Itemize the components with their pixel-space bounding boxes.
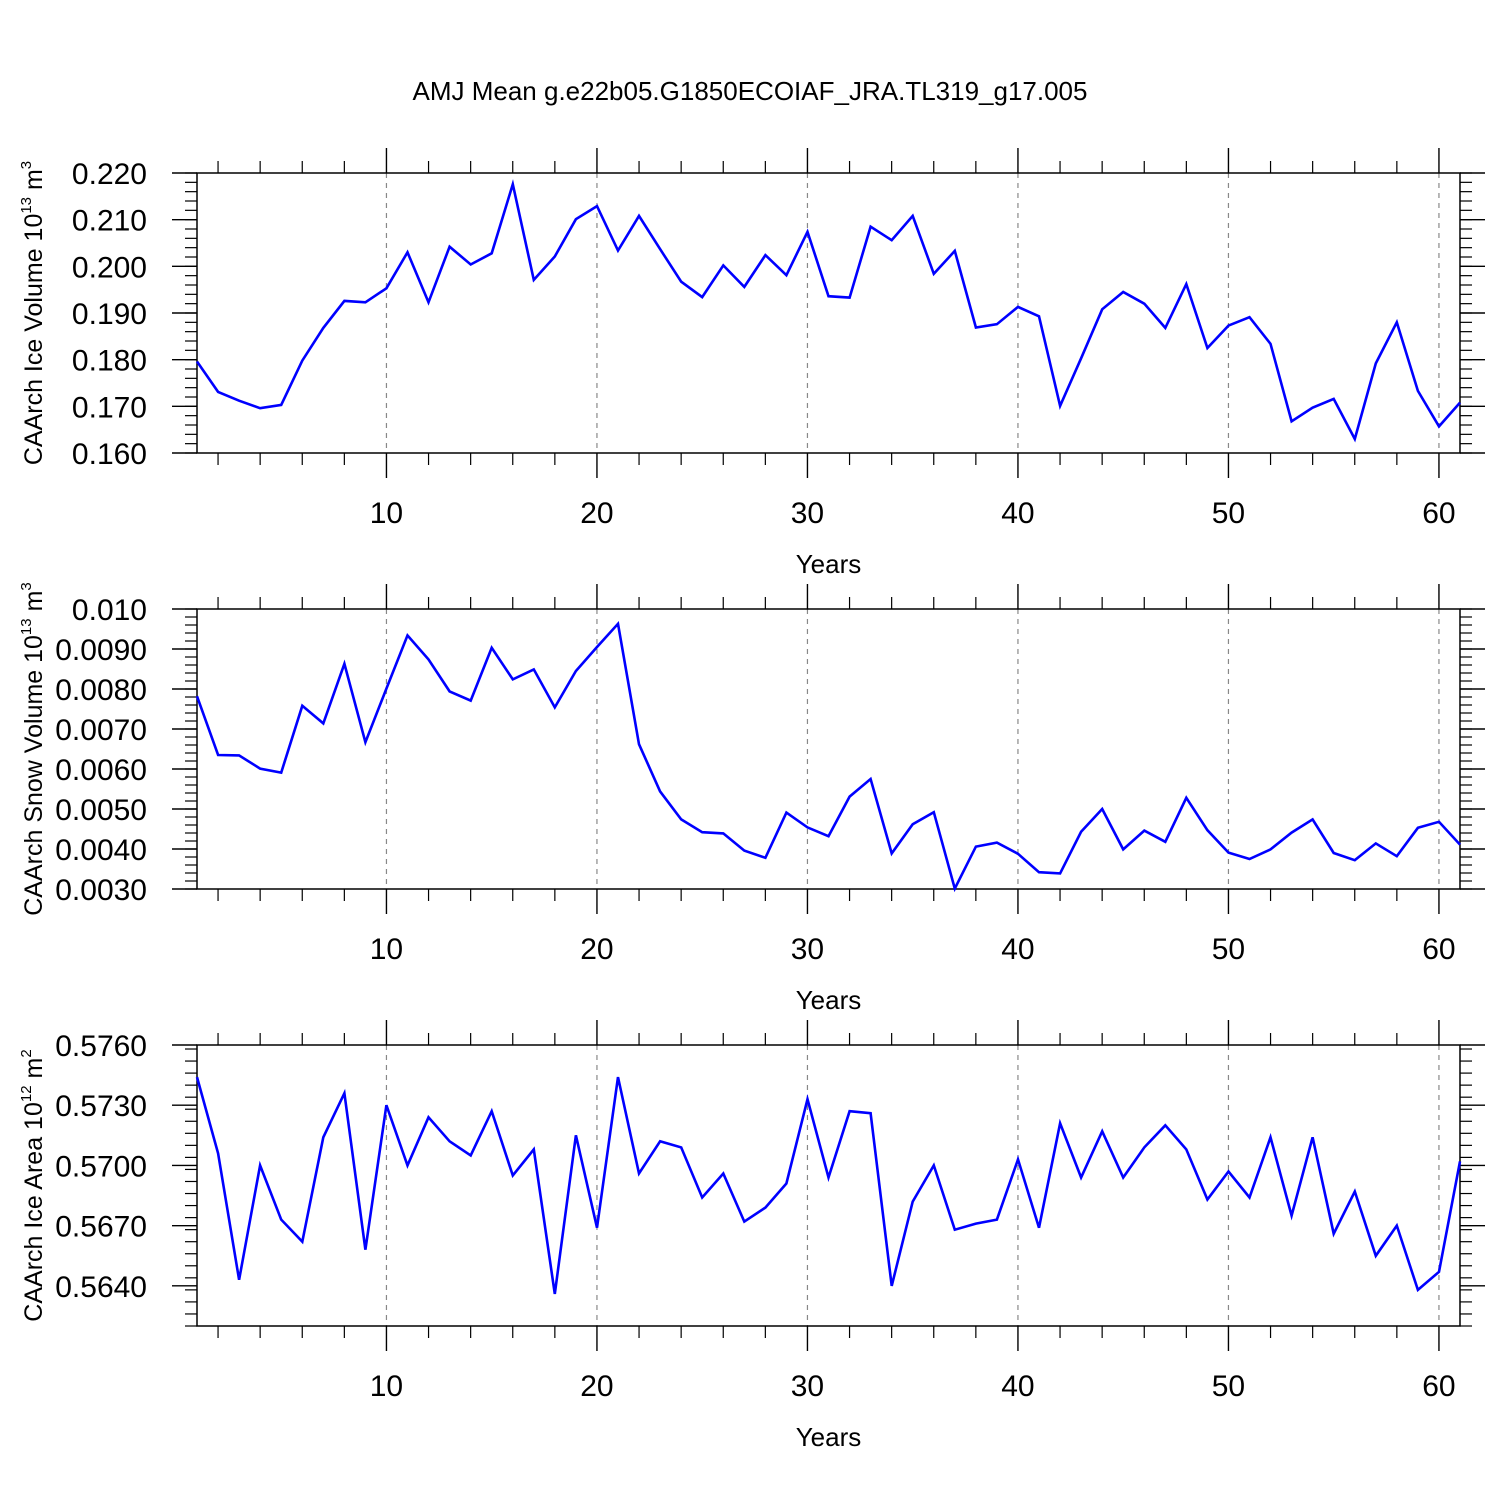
x-tick-label: 20 xyxy=(580,1370,613,1403)
x-tick-label: 30 xyxy=(791,497,824,530)
x-tick-label: 50 xyxy=(1212,1370,1245,1403)
panel-snow-volume: 10 20 30 40 50 60 0.0030 0.0040 0.0050 0.0060 0.00… xyxy=(18,582,1485,1015)
x-tick-label: 10 xyxy=(370,497,403,530)
y-axis-label-superscript: 12 xyxy=(18,1085,35,1102)
series-line xyxy=(195,179,1461,443)
y-axis-label: CAArch Ice Area 1012 m2 xyxy=(18,1049,48,1321)
y-axis-label-text: m xyxy=(20,169,48,197)
y-tick-label: 0.0060 xyxy=(55,754,147,787)
y-tick-label: 0.5760 xyxy=(55,1030,147,1063)
x-axis-label: Years xyxy=(796,1422,862,1452)
panel-ice-area: 10 20 30 40 50 60 0.5640 0.5670 0.5700 0.5730 0.57… xyxy=(18,1020,1485,1452)
x-axis-label: Years xyxy=(796,985,862,1015)
y-axis-label-text: CAArch Ice Volume 10 xyxy=(20,214,48,466)
y-tick-label: 0.5640 xyxy=(55,1271,147,1304)
y-tick-label: 0.0030 xyxy=(55,874,147,907)
x-tick-label: 60 xyxy=(1422,1370,1455,1403)
series-line xyxy=(195,1076,1462,1295)
y-axis-label-text: m xyxy=(20,1058,48,1086)
y-tick-label: 0.180 xyxy=(72,345,147,378)
y-tick-label: 0.010 xyxy=(72,594,147,627)
x-tick-label: 20 xyxy=(580,497,613,530)
x-tick-label: 40 xyxy=(1001,1370,1034,1403)
x-tick-label: 50 xyxy=(1212,933,1245,966)
y-axis-label-text: m xyxy=(20,591,48,619)
y-tick-label: 0.190 xyxy=(72,298,147,331)
y-axis-label-superscript: 13 xyxy=(18,618,35,635)
y-tick-label: 0.5700 xyxy=(55,1150,147,1183)
y-tick-label: 0.200 xyxy=(72,251,147,284)
y-tick-label: 0.210 xyxy=(72,205,147,238)
x-tick-label: 60 xyxy=(1422,933,1455,966)
y-axis-label-text: CAArch Ice Area 10 xyxy=(20,1102,48,1322)
x-tick-label: 10 xyxy=(370,1370,403,1403)
plot-frame xyxy=(196,1044,1461,1327)
x-tick-label: 10 xyxy=(370,933,403,966)
panel-ice-volume: 10 20 30 40 50 60 0.160 0.170 0.180 0.190 0.200 0.2… xyxy=(18,148,1485,579)
y-tick-label: 0.220 xyxy=(72,158,147,191)
y-tick-label: 0.0080 xyxy=(55,674,147,707)
x-tick-label: 30 xyxy=(791,1370,824,1403)
x-tick-label: 40 xyxy=(1001,933,1034,966)
y-tick-label: 0.5730 xyxy=(55,1090,147,1123)
x-tick-label: 40 xyxy=(1001,497,1034,530)
x-tick-label: 60 xyxy=(1422,497,1455,530)
plot-frame xyxy=(196,608,1461,890)
y-tick-label: 0.0070 xyxy=(55,714,147,747)
y-axis-label-superscript: 13 xyxy=(18,197,35,214)
x-tick-label: 20 xyxy=(580,933,613,966)
y-axis-label-superscript: 3 xyxy=(18,161,35,169)
y-axis-label-superscript: 3 xyxy=(18,582,35,590)
y-tick-label: 0.170 xyxy=(72,391,147,424)
x-tick-label: 50 xyxy=(1212,497,1245,530)
y-axis-label-text: CAArch Snow Volume 10 xyxy=(20,635,48,916)
figure-title: AMJ Mean g.e22b05.G1850ECOIAF_JRA.TL319_… xyxy=(413,76,1088,106)
y-tick-label: 0.0050 xyxy=(55,794,147,827)
y-tick-label: 0.5670 xyxy=(55,1211,147,1244)
y-tick-label: 0.0040 xyxy=(55,834,147,867)
y-tick-label: 0.0090 xyxy=(55,634,147,667)
x-axis-label: Years xyxy=(796,549,862,579)
y-axis-label: CAArch Ice Volume 1013 m3 xyxy=(18,161,48,465)
y-axis-label-superscript: 2 xyxy=(18,1049,35,1057)
y-axis-label: CAArch Snow Volume 1013 m3 xyxy=(18,582,48,916)
series-line xyxy=(195,620,1461,893)
y-tick-label: 0.160 xyxy=(72,438,147,471)
x-tick-label: 30 xyxy=(791,933,824,966)
